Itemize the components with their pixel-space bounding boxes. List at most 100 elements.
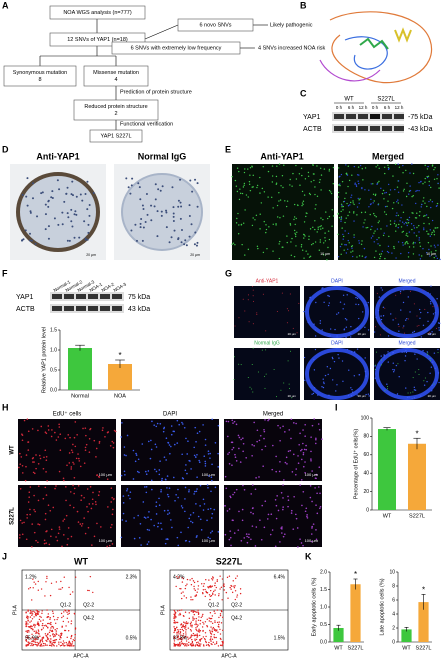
texture-dot [285,456,288,459]
texture-dot [430,206,432,209]
texture-dot [204,462,207,465]
texture-dot [351,247,353,249]
texture-dot [125,520,127,522]
event-dot [188,641,190,644]
event-dot [210,617,213,620]
texture-dot [434,312,437,314]
texture-dot [44,213,47,216]
texture-dot [279,460,281,463]
texture-dot [125,454,127,457]
texture-dot [437,182,439,185]
texture-dot [254,488,257,491]
event-dot [37,621,39,623]
texture-dot [211,418,213,421]
y-axis-label: Late apoptotic cells (%) [379,578,385,635]
texture-dot [121,519,124,521]
texture-dot [395,257,397,259]
event-dot [190,621,192,623]
panel-title: WT [74,556,88,566]
texture-dot [362,226,364,228]
event-dot [72,639,75,641]
texture-dot [192,511,195,514]
event-dot [208,579,210,581]
texture-dot [314,186,316,188]
texture-dot [345,319,348,321]
texture-dot [133,537,136,540]
texture-dot [156,210,159,213]
texture-dot [412,253,415,255]
texture-dot [261,448,263,451]
texture-dot [320,225,322,227]
texture-dot [252,295,254,297]
event-dot [31,613,34,615]
event-dot [30,644,32,647]
texture-dot [332,183,335,185]
event-dot [210,633,213,635]
event-dot [182,634,184,637]
texture-dot [251,224,254,227]
protein-label: ACTB [303,126,322,133]
texture-dot [63,518,66,521]
texture-dot [255,526,258,528]
texture-dot [298,302,300,304]
texture-dot [419,211,421,213]
texture-dot [177,237,180,240]
texture-dot [156,422,159,425]
texture-dot [429,358,431,360]
texture-dot [181,421,183,424]
texture-dot [345,244,348,246]
event-dot [68,644,70,646]
texture-dot [350,325,352,328]
texture-dot [196,453,198,456]
texture-dot [364,167,367,169]
texture-dot [141,204,144,207]
texture-dot [184,498,186,500]
texture-dot [263,375,265,377]
texture-dot [289,449,292,452]
event-dot [177,644,179,647]
texture-dot [324,240,327,242]
event-dot [50,640,52,643]
texture-dot [267,196,269,198]
texture-dot [312,392,315,395]
texture-dot [63,200,66,203]
band [76,306,86,311]
texture-dot [412,391,414,393]
y-tick-label: 0.0 [320,639,327,645]
texture-dot [372,183,374,185]
texture-dot [300,542,303,544]
event-dot [185,597,188,599]
texture-dot [395,317,397,319]
event-dot [184,587,187,590]
texture-dot [339,301,342,303]
event-dot [42,637,45,639]
edge-label: Functional verification [120,121,173,127]
texture-dot [290,437,292,440]
flow-node [73,99,159,121]
texture-dot [84,238,87,241]
event-dot [46,622,49,625]
event-dot [70,623,72,625]
event-dot [179,632,182,634]
texture-dot [249,167,252,169]
texture-dot [233,356,235,358]
texture-dot [158,473,161,476]
event-dot [37,644,39,646]
texture-dot [190,468,192,470]
event-dot [215,641,218,643]
texture-dot [204,438,207,441]
texture-dot [146,528,149,531]
bar [418,602,429,642]
texture-dot [251,364,253,366]
texture-dot [256,312,258,314]
event-dot [52,627,55,629]
event-dot [177,630,180,632]
texture-dot [210,490,212,493]
texture-dot [433,256,435,259]
quadrant-value: 87.8% [173,635,188,641]
texture-dot [409,290,411,292]
texture-dot [126,488,129,490]
texture-dot [337,256,340,258]
texture-dot [413,232,415,234]
event-dot [33,640,35,643]
